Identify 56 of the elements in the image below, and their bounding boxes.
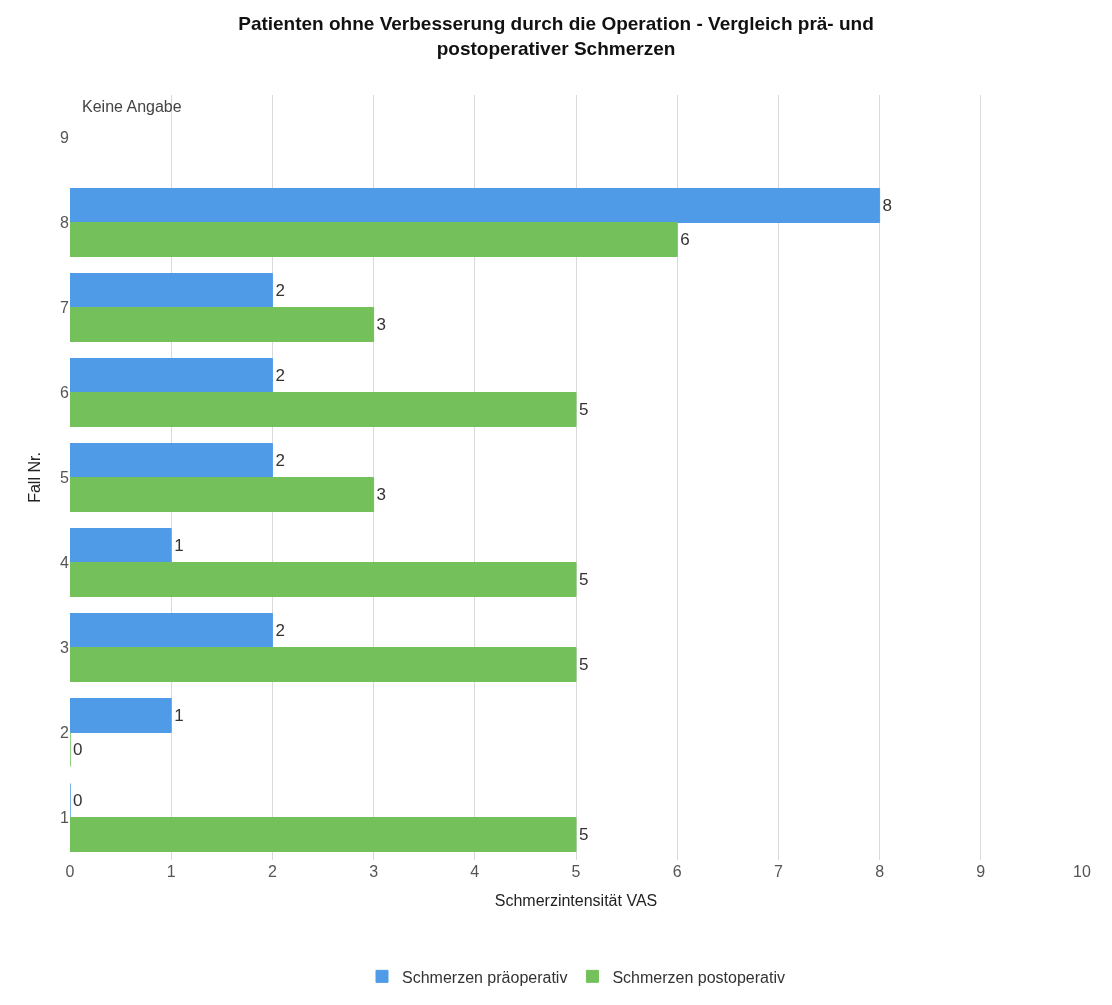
x-tick-label: 6 (672, 863, 682, 880)
bar (70, 443, 273, 478)
data-label: 2 (275, 451, 285, 470)
y-axis-title: Fall Nr. (25, 452, 43, 503)
bar (70, 817, 577, 852)
bar (70, 307, 375, 342)
data-label: 0 (73, 791, 83, 810)
bar (70, 392, 577, 427)
x-tick-label: 2 (267, 863, 277, 880)
y-tick-label: 6 (60, 384, 70, 402)
legend-label: Schmerzen postoperativ (612, 968, 785, 986)
x-tick-label: 5 (571, 863, 581, 880)
data-label: 1 (174, 536, 184, 555)
x-tick-label: 9 (976, 863, 986, 880)
x-tick-label: 3 (369, 863, 379, 880)
x-tick-label: 8 (875, 863, 885, 880)
data-label: 0 (73, 740, 83, 759)
bar (70, 188, 881, 223)
x-tick-label: 10 (1073, 863, 1091, 880)
data-label: 2 (275, 366, 285, 385)
bar (70, 477, 375, 512)
y-tick-label: 4 (60, 554, 70, 572)
x-axis-title: Schmerzintensität VAS (494, 891, 658, 909)
data-label: 5 (579, 825, 589, 844)
data-label: 1 (174, 706, 184, 725)
y-tick-label: 5 (60, 469, 70, 487)
bar (70, 647, 577, 682)
bar (70, 528, 172, 563)
y-tick-label: 3 (60, 639, 70, 657)
y-tick-label: 2 (60, 724, 70, 742)
x-tick-label: 0 (65, 863, 75, 880)
bar (70, 358, 273, 393)
y-tick-label: 9 (60, 129, 70, 147)
x-tick-label: 7 (773, 863, 783, 880)
data-label: 6 (680, 230, 690, 249)
x-tick-label: 1 (166, 863, 176, 880)
data-label: 5 (579, 400, 589, 419)
data-label: 3 (376, 315, 387, 334)
y-tick-label: 7 (60, 299, 70, 317)
bar (70, 273, 273, 308)
y-tick-label: 8 (60, 214, 70, 232)
x-tick-label: 4 (470, 863, 480, 880)
bar (70, 698, 172, 733)
bar (70, 613, 273, 648)
bar (70, 562, 577, 597)
data-label: 2 (275, 281, 285, 300)
data-label: 5 (579, 570, 589, 589)
annotation: Keine Angabe (82, 98, 182, 115)
y-tick-label: 1 (60, 809, 70, 827)
data-label: 8 (882, 196, 893, 215)
legend-label: Schmerzen präoperativ (402, 968, 568, 986)
chart-title: Patienten ohne Verbesserung durch die Operation - Vergleich prä- und postoperativer Schmerzen (238, 13, 874, 59)
bar (70, 222, 678, 257)
data-label: 5 (579, 655, 589, 674)
data-label: 3 (376, 485, 387, 504)
data-label: 2 (275, 621, 285, 640)
